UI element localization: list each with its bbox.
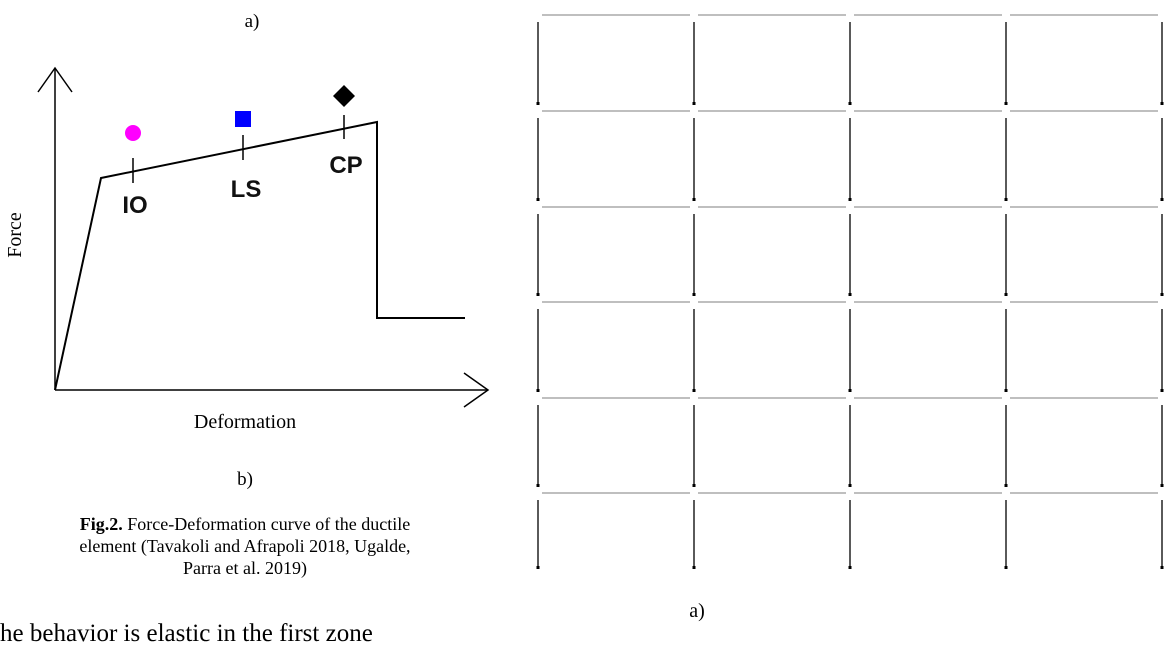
node: [848, 198, 852, 201]
caption-text: Force-Deformation curve of the ductile: [123, 514, 410, 534]
node: [1004, 566, 1008, 569]
force-curve: [54, 120, 465, 391]
caption-line: Parra et al. 2019): [183, 558, 307, 579]
point-label: LS: [231, 176, 262, 203]
node: [1160, 102, 1164, 105]
node: [1160, 198, 1164, 201]
point-ticks: [132, 115, 345, 183]
node: [848, 293, 852, 296]
caption-prefix: Fig.2.: [80, 514, 123, 534]
axes: [37, 66, 490, 408]
node: [848, 484, 852, 487]
node: [536, 198, 540, 201]
node: [692, 484, 696, 487]
node: [692, 198, 696, 201]
label-top: a): [245, 11, 260, 32]
node: [848, 566, 852, 569]
caption-line: Fig.2. Force-Deformation curve of the du…: [80, 514, 410, 534]
node: [536, 102, 540, 105]
node: [848, 102, 852, 105]
point-label: CP: [329, 152, 362, 179]
node: [692, 566, 696, 569]
node: [1004, 198, 1008, 201]
node: [692, 389, 696, 392]
ls-marker: [235, 111, 251, 127]
node: [1004, 484, 1008, 487]
node: [1160, 484, 1164, 487]
node: [1160, 293, 1164, 296]
body-text: he behavior is elastic in the first zone: [0, 620, 373, 647]
node: [1004, 293, 1008, 296]
node: [536, 566, 540, 569]
node: [536, 484, 540, 487]
point-label: IO: [122, 192, 147, 219]
frame-grid: [536, 14, 1164, 569]
label-right: a): [689, 600, 705, 622]
node: [1004, 102, 1008, 105]
node: [536, 389, 540, 392]
node: [692, 102, 696, 105]
caption-line: element (Tavakoli and Afrapoli 2018, Uga…: [79, 536, 410, 557]
io-marker: [125, 125, 141, 141]
node: [536, 293, 540, 296]
label-bottom: b): [237, 469, 253, 490]
node: [692, 293, 696, 296]
node: [1160, 389, 1164, 392]
y-axis-label: Force: [4, 212, 26, 258]
node: [1004, 389, 1008, 392]
x-axis-label: Deformation: [194, 411, 296, 433]
node: [848, 389, 852, 392]
cp-marker: [333, 85, 355, 107]
node: [1160, 566, 1164, 569]
